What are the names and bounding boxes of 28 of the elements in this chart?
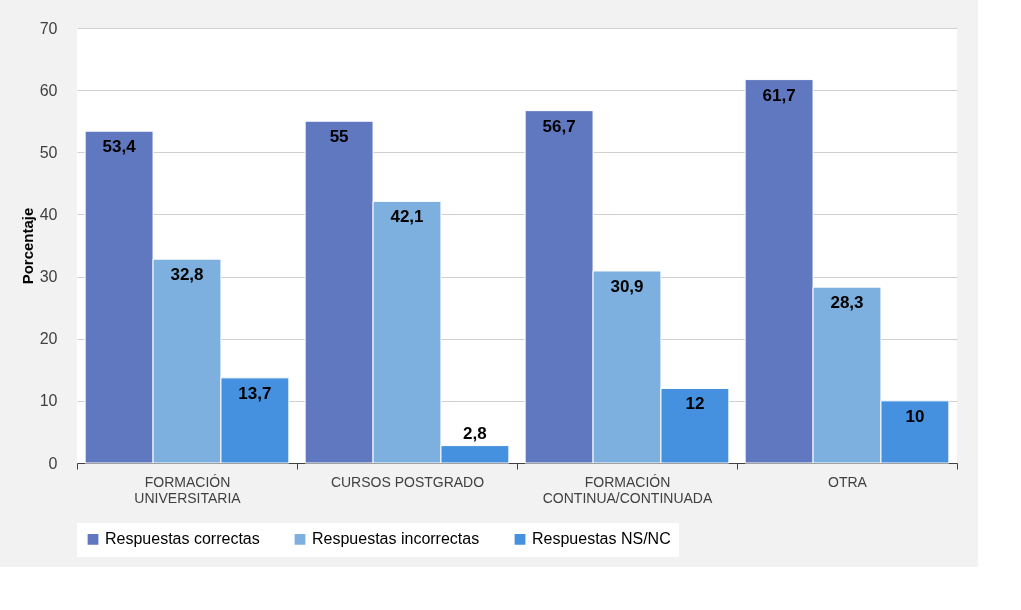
x-tick-label: FORMACIÓN CONTINUA/CONTINUADA: [542, 473, 713, 506]
y-tick-label: 0: [48, 454, 58, 472]
y-tick-label: 30: [39, 268, 58, 286]
x-tick-label: FORMACIÓN UNIVERSITARIA: [134, 473, 242, 506]
data-label: 30,9: [610, 276, 644, 296]
data-label: 53,4: [102, 137, 137, 157]
data-label: 2,8: [463, 423, 487, 443]
data-label: 56,7: [542, 116, 576, 136]
legend-label: Respuestas incorrectas: [312, 530, 480, 548]
y-tick-label: 20: [39, 330, 58, 348]
legend-label: Respuestas NS/NC: [532, 530, 671, 548]
y-tick-label: 40: [39, 205, 58, 223]
y-axis-title: Porcentaje: [18, 207, 36, 285]
y-tick-label: 50: [39, 143, 58, 161]
data-label: 10: [905, 406, 925, 426]
data-label: 42,1: [390, 207, 424, 227]
data-label: 32,8: [170, 265, 204, 285]
y-tick-label: 70: [39, 19, 58, 37]
y-tick-label: 60: [39, 81, 58, 99]
data-label: 55: [329, 127, 349, 147]
data-label: 12: [685, 394, 705, 414]
x-tick-label: CURSOS POSTGRADO: [330, 473, 485, 490]
x-tick-label: OTRA: [828, 473, 868, 490]
data-label: 28,3: [830, 293, 864, 313]
data-label: 13,7: [238, 383, 272, 403]
legend-label: Respuestas correctas: [105, 530, 260, 548]
data-label: 61,7: [762, 85, 796, 105]
y-tick-label: 10: [39, 392, 58, 410]
